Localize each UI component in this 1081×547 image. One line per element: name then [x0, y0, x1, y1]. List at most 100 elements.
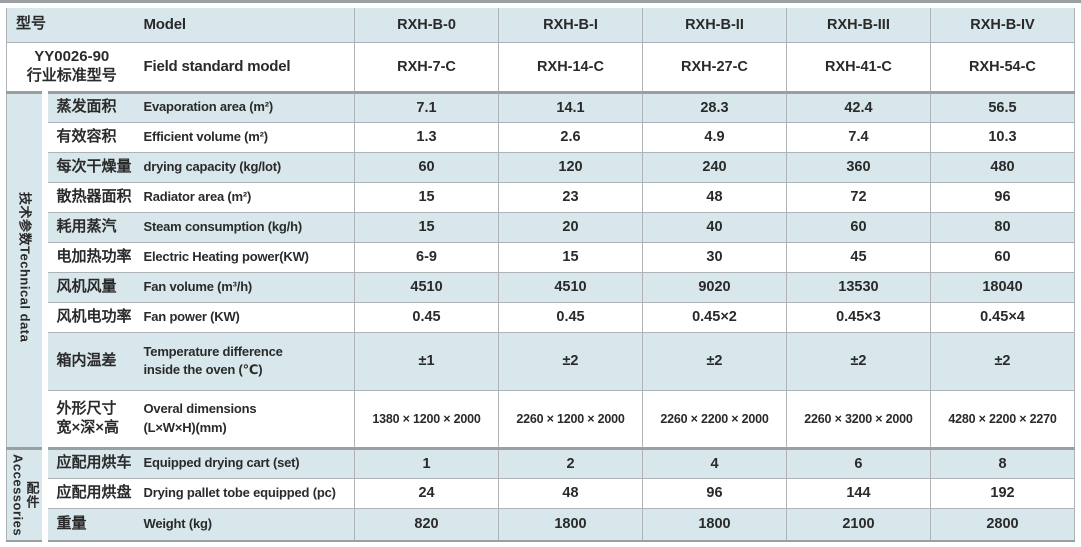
spec-value: 4.9: [641, 122, 787, 153]
spec-value: ±2: [929, 332, 1075, 391]
spec-value: 15: [354, 182, 499, 213]
model-label-cn: 型号: [6, 8, 137, 43]
spec-value: 4: [641, 446, 787, 479]
row-drying-cart: Accessories 配件 应配用烘车 Equipped drying car…: [6, 446, 1075, 542]
spec-value: 48: [641, 182, 787, 213]
row-drying-capacity: 每次干燥量 drying capacity (kg/lot) 60 120 24…: [7, 152, 1075, 183]
group-accessories: Accessories 配件: [6, 446, 48, 542]
spec-value: 14.1: [498, 90, 643, 123]
row-label-cn: 重量: [44, 508, 137, 542]
spec-value: 2260 × 2200 × 2000: [641, 390, 787, 449]
row-efficient-volume: 有效容积 Efficient volume (m²) 1.3 2.6 4.9 7…: [7, 122, 1075, 153]
spec-value: 56.5: [929, 90, 1075, 123]
spec-value: 15: [498, 242, 643, 273]
spec-value: 40: [641, 212, 787, 243]
spec-value: 96: [641, 478, 787, 509]
technical-label-cn: 技术参数: [17, 192, 33, 247]
spec-value: 2260 × 1200 × 2000: [498, 390, 643, 449]
spec-value: 18040: [929, 272, 1075, 303]
technical-group-label: 技术参数Technical data: [17, 192, 33, 343]
spec-value: 8: [929, 446, 1075, 479]
row-label-cn: 应配用烘车: [44, 446, 137, 479]
row-label-en: Steam consumption (kg/h): [136, 212, 355, 243]
spec-value: 0.45: [354, 302, 499, 333]
spec-value: 1.3: [354, 122, 499, 153]
spec-value: 13530: [785, 272, 931, 303]
spec-value: 45: [785, 242, 931, 273]
spec-value: 192: [929, 478, 1075, 509]
row-label-en: Radiator area (m²): [136, 182, 355, 213]
row-drying-pallet: 应配用烘盘 Drying pallet tobe equipped (pc) 2…: [7, 478, 1075, 509]
spec-value: 48: [498, 478, 643, 509]
spec-value: 6-9: [354, 242, 499, 273]
spec-value: ±2: [498, 332, 643, 391]
spec-value: 24: [354, 478, 499, 509]
model-value: RXH-B-I: [498, 8, 643, 43]
row-label-cn: 有效容积: [44, 122, 137, 153]
row-label-en: Efficient volume (m²): [136, 122, 355, 153]
spec-value: 80: [929, 212, 1075, 243]
row-label-cn: 箱内温差: [44, 332, 137, 391]
spec-value: 42.4: [785, 90, 931, 123]
spec-value: 30: [641, 242, 787, 273]
accessories-group-label: Accessories 配件: [7, 453, 40, 536]
row-fan-volume: 风机风量 Fan volume (m³/h) 4510 4510 9020 13…: [7, 272, 1075, 303]
spec-value: 7.4: [785, 122, 931, 153]
row-label-en: Weight (kg): [136, 508, 355, 542]
row-label-en: Fan volume (m³/h): [136, 272, 355, 303]
spec-value: 1380 × 1200 × 2000: [354, 390, 499, 449]
spec-value: 820: [354, 508, 499, 542]
model-label-en: Model: [136, 8, 355, 43]
spec-value: 60: [354, 152, 499, 183]
accessories-label-en: Accessories: [10, 453, 26, 536]
spec-value: 0.45×4: [929, 302, 1075, 333]
spec-value: 4510: [354, 272, 499, 303]
row-fan-power: 风机电功率 Fan power (KW) 0.45 0.45 0.45×2 0.…: [7, 302, 1075, 333]
technical-label-en: Technical data: [17, 246, 33, 343]
standard-label-cn: YY0026-90 行业标准型号: [6, 42, 137, 93]
standard-value: RXH-7-C: [354, 42, 499, 93]
spec-value: 4280 × 2200 × 2270: [929, 390, 1075, 449]
spec-table: 型号 Model RXH-B-0 RXH-B-I RXH-B-II RXH-B-…: [6, 8, 1075, 542]
row-label-cn: 风机风量: [44, 272, 137, 303]
spec-value: 240: [641, 152, 787, 183]
spec-value: 4510: [498, 272, 643, 303]
spec-value: 0.45×3: [785, 302, 931, 333]
spec-value: 15: [354, 212, 499, 243]
row-overall-dimensions: 外形尺寸 宽×深×高 Overal dimensions (L×W×H)(mm)…: [7, 390, 1075, 449]
spec-value: 2260 × 3200 × 2000: [785, 390, 931, 449]
spec-value: 9020: [641, 272, 787, 303]
group-technical-data: 技术参数Technical data: [6, 90, 48, 449]
spec-value: 2: [498, 446, 643, 479]
model-value: RXH-B-IV: [929, 8, 1075, 43]
row-label-cn: 外形尺寸 宽×深×高: [44, 390, 137, 449]
row-label-cn: 电加热功率: [44, 242, 137, 273]
standard-label-en: Field standard model: [136, 42, 355, 93]
row-label-cn: 应配用烘盘: [44, 478, 137, 509]
spec-value: 60: [929, 242, 1075, 273]
spec-value: 2100: [785, 508, 931, 542]
row-weight: 重量 Weight (kg) 820 1800 1800 2100 2800: [7, 508, 1075, 542]
spec-value: 60: [785, 212, 931, 243]
spec-value: 2800: [929, 508, 1075, 542]
row-label-cn: 风机电功率: [44, 302, 137, 333]
standard-value: RXH-14-C: [498, 42, 643, 93]
standard-value: RXH-27-C: [641, 42, 787, 93]
spec-value: 7.1: [354, 90, 499, 123]
model-value: RXH-B-0: [354, 8, 499, 43]
spec-value: ±2: [641, 332, 787, 391]
row-label-en: Drying pallet tobe equipped (pc): [136, 478, 355, 509]
spec-value: 120: [498, 152, 643, 183]
standard-value: RXH-54-C: [929, 42, 1075, 93]
standard-value: RXH-41-C: [785, 42, 931, 93]
row-label-cn: 每次干燥量: [44, 152, 137, 183]
spec-value: 1: [354, 446, 499, 479]
row-label-cn: 蒸发面积: [44, 90, 137, 123]
model-value: RXH-B-II: [641, 8, 787, 43]
spec-value: 96: [929, 182, 1075, 213]
accessories-label-cn: 配件: [24, 480, 40, 509]
row-model: 型号 Model RXH-B-0 RXH-B-I RXH-B-II RXH-B-…: [6, 8, 1075, 43]
spec-value: 72: [785, 182, 931, 213]
spec-value: 2.6: [498, 122, 643, 153]
row-electric-heating-power: 电加热功率 Electric Heating power(KW) 6-9 15 …: [7, 242, 1075, 273]
